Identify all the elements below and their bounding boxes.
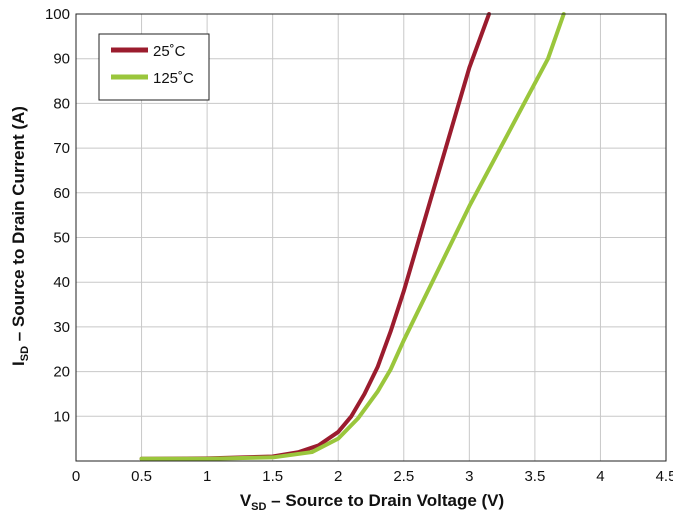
y-tick-labels: 10 20 30 40 50 60 70 80 90 100 (45, 6, 70, 425)
y-tick-label: 60 (53, 185, 70, 202)
x-tick-label: 3 (465, 468, 473, 485)
y-tick-label: 80 (53, 95, 70, 112)
y-axis-title: ISD – Source to Drain Current (A) (9, 106, 31, 366)
x-tick-label: 1 (203, 468, 211, 485)
x-tick-label: 4 (596, 468, 604, 485)
x-tick-label: 4.5 (656, 468, 673, 485)
series-line-1 (139, 12, 566, 461)
y-tick-label: 70 (53, 140, 70, 157)
y-tick-label: 30 (53, 319, 70, 336)
y-tick-label: 100 (45, 6, 70, 23)
y-tick-label: 40 (53, 274, 70, 291)
x-tick-label: 1.5 (262, 468, 283, 485)
x-tick-label: 0.5 (131, 468, 152, 485)
x-tick-label: 3.5 (524, 468, 545, 485)
legend: 25˚C 125˚C (98, 33, 210, 101)
x-axis-title: VSD – Source to Drain Voltage (V) (240, 491, 504, 513)
y-tick-label: 90 (53, 51, 70, 68)
y-tick-label: 50 (53, 230, 70, 247)
x-tick-label: 2.5 (393, 468, 414, 485)
x-tick-label: 2 (334, 468, 342, 485)
x-tick-labels: 0 0.5 1 1.5 2 2.5 3 3.5 4 4.5 (72, 468, 673, 485)
y-tick-label: 10 (53, 408, 70, 425)
legend-label-125c: 125˚C (153, 70, 194, 87)
legend-box (98, 33, 210, 101)
legend-label-25c: 25˚C (153, 43, 186, 60)
x-tick-label: 0 (72, 468, 80, 485)
y-tick-label: 20 (53, 364, 70, 381)
series-group (139, 12, 566, 461)
grid (76, 14, 666, 461)
plot-frame (75, 13, 667, 462)
